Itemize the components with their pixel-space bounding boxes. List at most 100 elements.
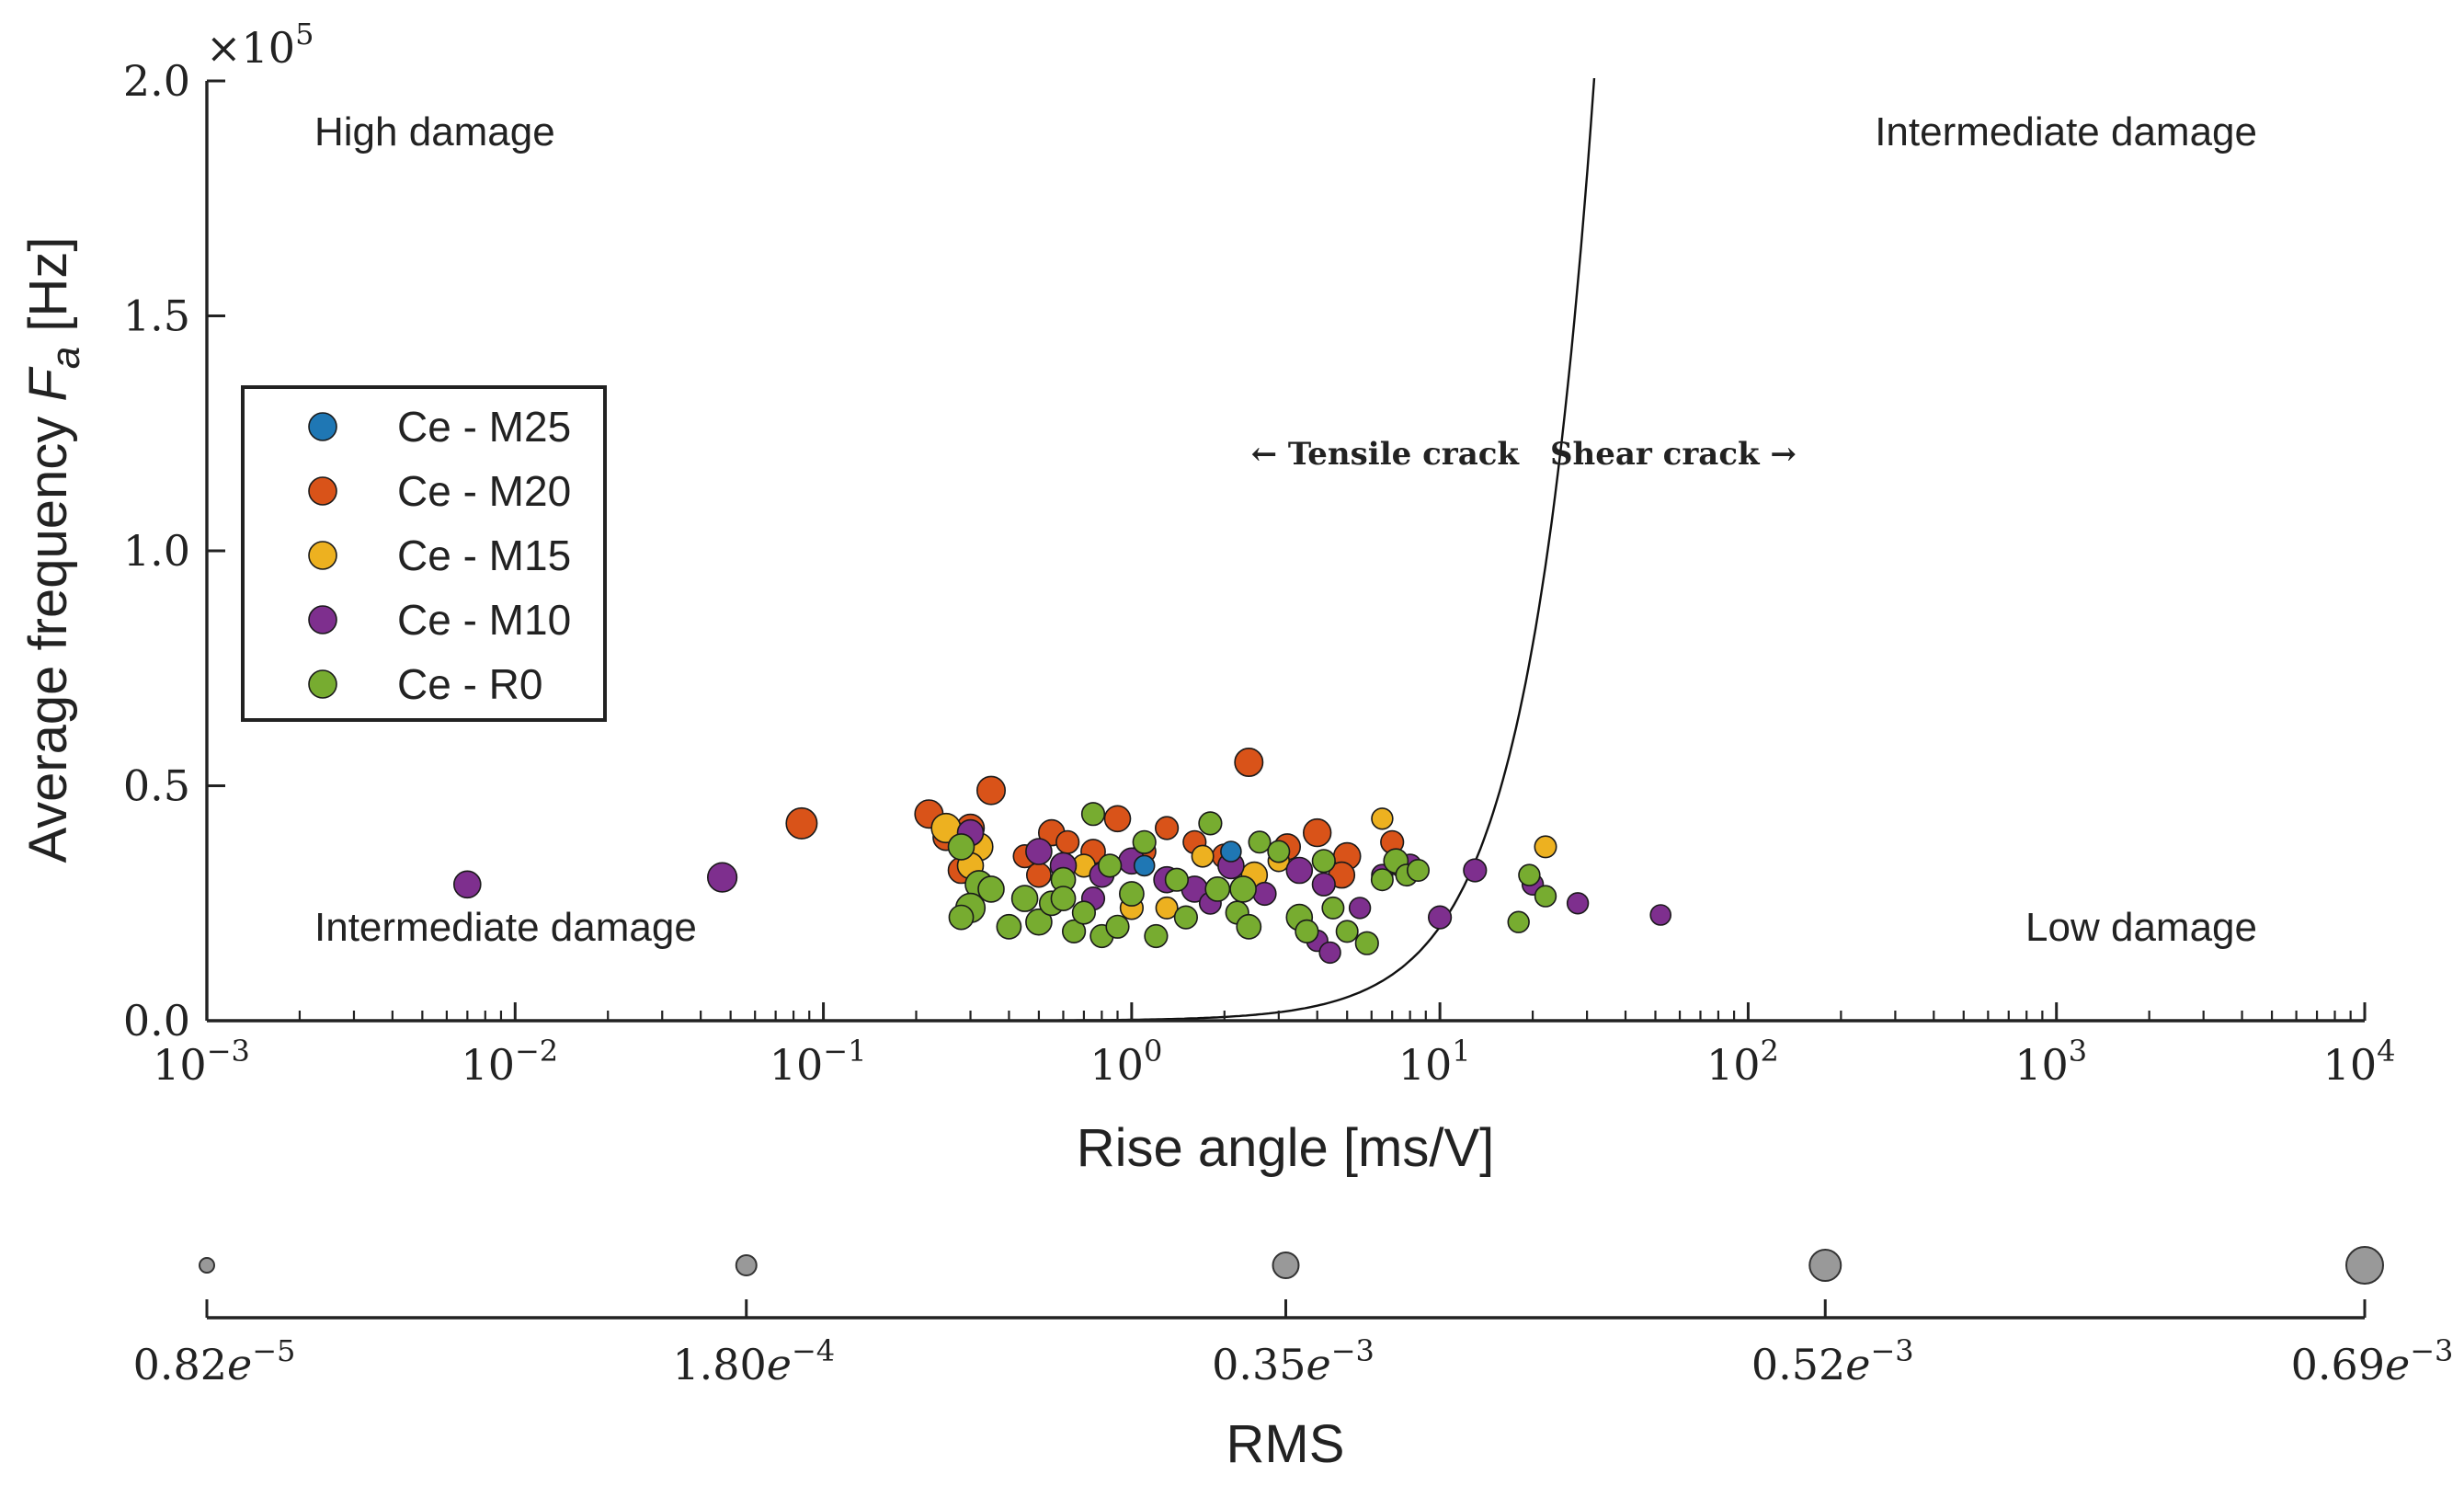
point-ce-m10 — [1285, 856, 1314, 885]
point-ce-r0 — [1025, 908, 1053, 936]
point-ce-r0 — [1198, 811, 1223, 836]
y-tick-label: 0.5 — [123, 761, 190, 811]
rms-label: RMS — [1226, 1414, 1345, 1474]
legend: Ce - M25 Ce - M20 Ce - M15 Ce - M10 Ce - R0 — [241, 385, 607, 722]
shear-crack-label: Shear crack → — [1550, 436, 1797, 473]
point-ce-m20 — [1154, 816, 1180, 840]
point-ce-r0 — [1507, 910, 1530, 933]
rms-size-marker — [2345, 1246, 2384, 1285]
point-ce-r0 — [1248, 830, 1272, 854]
y-tick-label: 1.5 — [123, 291, 190, 341]
region-label-high-damage: High damage — [314, 109, 555, 154]
x-axis-ticks: 10−3 10−2 10−1 100 101 102 103 104 — [153, 1002, 2395, 1090]
point-ce-r0 — [1295, 919, 1319, 944]
rms-size-marker — [1808, 1249, 1842, 1282]
region-label-intermediate-damage-bottom: Intermediate damage — [314, 905, 697, 950]
point-ce-m10 — [1427, 905, 1453, 930]
point-ce-m10 — [1311, 872, 1336, 897]
rms-size-marker — [735, 1254, 758, 1276]
point-ce-r0 — [1119, 881, 1145, 907]
rms-tick-label: 0.69e−3 — [2291, 1333, 2454, 1389]
legend-label: Ce - R0 — [397, 660, 542, 708]
point-ce-r0 — [1071, 900, 1096, 925]
point-ce-r0 — [1010, 885, 1039, 912]
point-ce-r0 — [1050, 886, 1077, 912]
point-ce-m10 — [1649, 904, 1671, 926]
point-ce-m20 — [976, 775, 1007, 806]
legend-marker — [308, 541, 337, 570]
x-tick-label: 100 — [1089, 1034, 1162, 1090]
point-ce-r0 — [1173, 905, 1198, 930]
y-tick-label: 1.0 — [123, 526, 190, 576]
point-ce-m20 — [785, 806, 818, 840]
legend-marker — [308, 605, 337, 634]
legend-label: Ce - M10 — [397, 596, 571, 644]
point-ce-r0 — [1335, 920, 1359, 943]
point-ce-r0 — [1321, 896, 1345, 920]
y-tick-label: 2.0 — [123, 56, 190, 106]
tensile-crack-label: ← Tensile crack — [1251, 436, 1521, 473]
point-ce-r0 — [1229, 875, 1257, 903]
point-ce-m20 — [1026, 862, 1052, 888]
point-ce-m20 — [1234, 747, 1264, 777]
rms-size-marker — [1272, 1252, 1300, 1279]
rms-tick-label: 1.80e−4 — [672, 1333, 835, 1389]
point-ce-r0 — [1534, 885, 1557, 908]
point-ce-m10 — [1348, 897, 1372, 920]
y-offset-text: ×105 — [206, 17, 314, 73]
y-axis-label: Average frequency Fa [Hz] — [18, 236, 88, 863]
y-axis-ticks: 0.0 0.5 1.0 1.5 2.0 — [123, 56, 225, 1046]
point-ce-r0 — [947, 833, 975, 861]
point-ce-m10 — [1318, 941, 1341, 965]
rms-tick-label: 0.52e−3 — [1751, 1333, 1914, 1389]
point-ce-r0 — [996, 913, 1022, 940]
x-axis-label: Rise angle [ms/V] — [1077, 1118, 1495, 1178]
point-ce-r0 — [1236, 913, 1262, 940]
tensile-shear-boundary-curve — [823, 78, 1596, 1023]
point-ce-r0 — [1370, 868, 1394, 892]
point-ce-r0 — [1407, 858, 1431, 882]
point-ce-r0 — [1061, 919, 1087, 944]
point-ce-m20 — [1302, 817, 1332, 848]
point-ce-r0 — [1518, 863, 1541, 886]
x-tick-label: 10−2 — [461, 1034, 558, 1090]
legend-label: Ce - M20 — [397, 467, 571, 515]
region-label-intermediate-damage-top: Intermediate damage — [1875, 109, 2257, 154]
legend-marker — [308, 476, 337, 506]
rms-size-legend: 0.82e−5 1.80e−4 0.35e−3 0.52e−3 0.69e−3 RMS — [133, 1246, 2454, 1474]
point-ce-m15 — [1191, 844, 1215, 868]
point-ce-r0 — [1098, 853, 1123, 878]
legend-label: Ce - M25 — [397, 403, 571, 451]
point-ce-r0 — [1267, 840, 1291, 863]
point-ce-r0 — [977, 875, 1005, 903]
point-ce-r0 — [1144, 923, 1169, 949]
point-ce-m10 — [1566, 892, 1590, 915]
point-ce-m10 — [706, 862, 738, 893]
x-tick-label: 103 — [2014, 1034, 2087, 1090]
point-ce-r0 — [948, 904, 975, 931]
legend-box — [241, 385, 607, 722]
x-tick-label: 102 — [1706, 1034, 1779, 1090]
rms-tick-label: 0.35e−3 — [1212, 1333, 1375, 1389]
legend-marker — [308, 412, 337, 441]
point-ce-r0 — [1354, 931, 1379, 955]
point-ce-r0 — [1204, 876, 1231, 902]
rms-tick-label: 0.82e−5 — [133, 1333, 296, 1389]
y-tick-label: 0.0 — [123, 996, 190, 1046]
rms-size-marker — [199, 1257, 215, 1274]
point-ce-r0 — [1311, 849, 1336, 874]
legend-marker — [308, 669, 337, 699]
point-ce-r0 — [1105, 914, 1130, 939]
point-ce-m20 — [1103, 805, 1132, 833]
point-ce-m10 — [452, 870, 482, 899]
point-ce-r0 — [1132, 829, 1157, 854]
point-ce-m15 — [1371, 807, 1394, 830]
point-ce-r0 — [1080, 802, 1106, 827]
point-ce-m10 — [1463, 858, 1488, 883]
point-ce-r0 — [1164, 867, 1189, 892]
x-tick-label: 104 — [2323, 1034, 2396, 1090]
point-ce-m10 — [1025, 838, 1053, 865]
legend-label: Ce - M15 — [397, 532, 571, 579]
data-points — [452, 747, 1671, 965]
